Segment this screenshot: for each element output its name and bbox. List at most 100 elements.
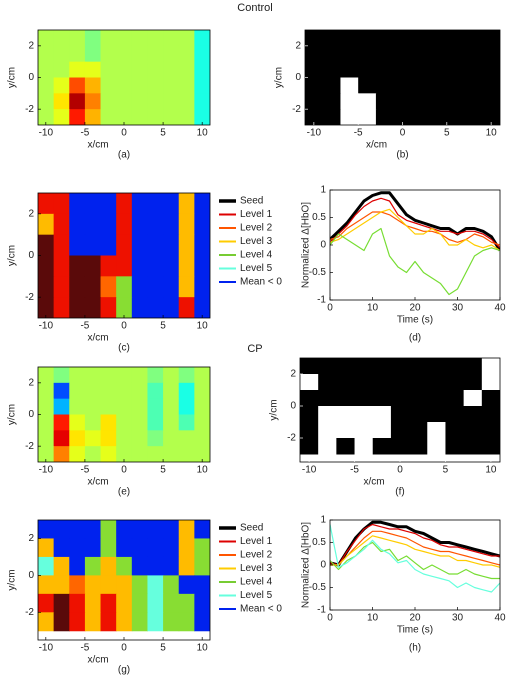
heatmap-cell (147, 430, 164, 447)
heatmap-cell (53, 109, 70, 125)
heatmap-cell (38, 520, 55, 539)
heatmap-cell (375, 93, 395, 110)
y-axis-label: Normalized Δ[HbO] (301, 522, 312, 608)
heatmap-cell (375, 109, 395, 125)
plot-area (330, 520, 500, 610)
x-axis-label: x/cm (87, 477, 108, 488)
x-tick-label: 10 (485, 465, 497, 476)
heatmap-cell (69, 255, 86, 277)
heatmap-cell (375, 77, 395, 94)
heatmap-cell (375, 45, 395, 63)
heatmap-cell (178, 382, 195, 400)
x-tick-label: 5 (444, 128, 450, 139)
heatmap-cell (84, 213, 102, 236)
legend-label: Level 2 (240, 550, 273, 561)
heatmap-cell (147, 556, 164, 576)
x-tick-label: -10 (39, 128, 54, 139)
heatmap-cell (147, 213, 164, 236)
heatmap-cell (411, 30, 430, 47)
heatmap-cell (69, 213, 86, 236)
heatmap-cell (100, 367, 117, 384)
heatmap-cell (84, 398, 102, 415)
heatmap-cell (481, 358, 500, 375)
heatmap-cell (147, 593, 164, 613)
heatmap-cell (481, 422, 500, 439)
heatmap-cell (163, 77, 180, 94)
y-tick-label: -1 (317, 605, 326, 616)
heatmap-cell (53, 612, 70, 632)
heatmap-cell (178, 234, 195, 256)
heatmap-cell (305, 30, 324, 47)
heatmap-cell (163, 612, 180, 632)
heatmap-cell (116, 520, 133, 539)
panel-label: (g) (118, 665, 130, 676)
heatmap-cell (100, 30, 117, 47)
heatmap-cell (178, 520, 195, 539)
y-tick-label: 0 (28, 72, 34, 83)
heatmap-cell (147, 538, 164, 558)
heatmap-cell (358, 77, 377, 94)
x-tick-label: 0 (121, 321, 127, 332)
heatmap-cell (340, 93, 359, 110)
heatmap-cell (116, 430, 133, 447)
heatmap-cell (305, 93, 324, 110)
heatmap-cell (322, 45, 341, 63)
heatmap-cell (38, 398, 55, 415)
heatmap-cell (305, 109, 324, 125)
heatmap-cell (354, 438, 374, 455)
x-tick-label: 0 (327, 613, 333, 624)
y-axis-label: y/cm (7, 569, 18, 590)
x-axis-label: Time (s) (397, 315, 433, 326)
heatmap-cell (84, 77, 102, 94)
heatmap-cell (194, 77, 210, 94)
heatmap-cell (131, 93, 148, 110)
heatmap-cell (38, 382, 55, 400)
heatmap-cell (38, 193, 55, 215)
heatmap-cell (69, 234, 86, 256)
heatmap-cell (300, 422, 319, 439)
heatmap-cell (116, 109, 133, 125)
heatmap-cell (69, 382, 86, 400)
heatmap-cell (84, 575, 102, 595)
y-tick-label: 2 (295, 40, 301, 51)
heatmap-cell (481, 374, 500, 391)
heatmap-cell (178, 538, 195, 558)
heatmap-cell (482, 109, 500, 125)
heatmap-cell (53, 556, 70, 576)
heatmap-cell (131, 430, 148, 447)
plot-area (38, 30, 210, 125)
heatmap-cell (409, 438, 428, 455)
heatmap-cell (53, 367, 70, 384)
heatmap-cell (100, 446, 117, 462)
y-axis-label: y/cm (7, 404, 18, 425)
heatmap-cell (336, 358, 356, 375)
heatmap-cell (393, 61, 412, 78)
x-axis-label: x/cm (87, 655, 108, 666)
heatmap-cell (322, 109, 341, 125)
heatmap-cell (116, 446, 133, 462)
x-tick-label: 0 (327, 303, 333, 314)
heatmap-cell (305, 61, 324, 78)
y-tick-label: -2 (287, 433, 296, 444)
line-series (330, 541, 500, 580)
heatmap-cell (53, 234, 70, 256)
heatmap-cell (358, 30, 377, 47)
heatmap-cell (375, 30, 395, 47)
heatmap-cell (340, 30, 359, 47)
heatmap-cell (147, 30, 164, 47)
heatmap-cell (163, 520, 180, 539)
heatmap-cell (163, 430, 180, 447)
heatmap-cell (84, 612, 102, 632)
heatmap-cell (318, 422, 337, 439)
heatmap-cell (116, 593, 133, 613)
heatmap-cell (38, 255, 55, 277)
legend-label: Mean < 0 (240, 277, 282, 288)
heatmap-cell (116, 255, 133, 277)
heatmap-cell (69, 520, 86, 539)
heatmap-cell (100, 612, 117, 632)
heatmap-cell (463, 390, 483, 407)
x-tick-label: 0 (397, 465, 403, 476)
y-axis-label: y/cm (274, 67, 285, 88)
heatmap-cell (116, 30, 133, 47)
